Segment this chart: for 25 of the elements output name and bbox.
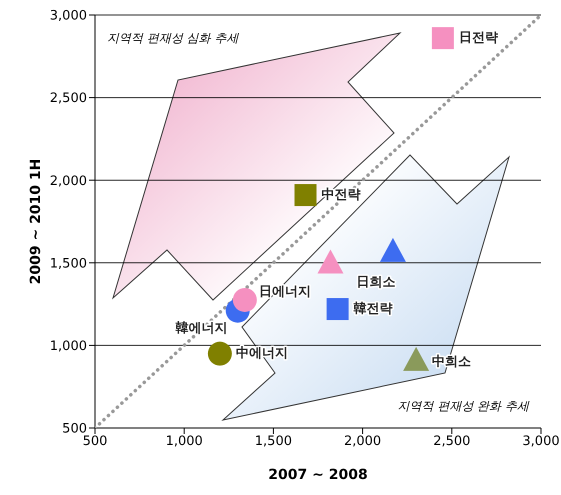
series-label: 韓에너지 — [176, 321, 228, 336]
y-tick-label: 3,000 — [50, 8, 87, 24]
point — [208, 342, 232, 366]
series-label: 日희소 — [356, 274, 396, 290]
x-tick-label: 1,000 — [166, 434, 203, 450]
x-tick-label: 2,000 — [344, 434, 382, 450]
x-axis-title: 2007 ~ 2008 — [268, 467, 368, 483]
y-tick-label: 2,000 — [50, 174, 87, 189]
y-axis-title: 2009 ~ 2010 1H — [28, 158, 44, 284]
x-tick-label: 1,500 — [254, 434, 292, 450]
x-tick-label: 500 — [82, 434, 108, 450]
annotation: 지역적 편재성 완화 추세 — [398, 399, 530, 413]
y-tick-label: 1,500 — [50, 256, 87, 272]
annotation: 지역적 편재성 심화 추세 — [107, 31, 240, 45]
y-tick-label: 1,000 — [50, 339, 87, 354]
series-label: 韓전략 — [354, 302, 393, 317]
x-tick-label: 2,500 — [433, 434, 470, 450]
point — [232, 288, 257, 312]
y-tick-label: 500 — [62, 422, 87, 437]
x-tick-label: 3,000 — [522, 434, 560, 450]
y-tick-label: 2,500 — [50, 91, 87, 106]
series-label: 日전략 — [458, 30, 498, 46]
point — [326, 298, 349, 320]
point — [432, 27, 454, 50]
point — [294, 184, 317, 206]
